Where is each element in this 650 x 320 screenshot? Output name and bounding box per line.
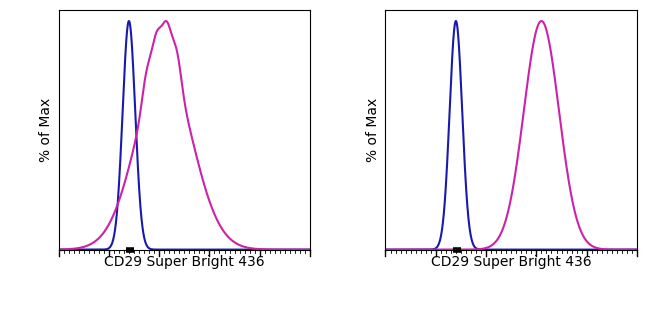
X-axis label: CD29 Super Bright 436: CD29 Super Bright 436: [104, 255, 265, 269]
Y-axis label: % of Max: % of Max: [366, 98, 380, 162]
Y-axis label: % of Max: % of Max: [39, 98, 53, 162]
X-axis label: CD29 Super Bright 436: CD29 Super Bright 436: [431, 255, 592, 269]
